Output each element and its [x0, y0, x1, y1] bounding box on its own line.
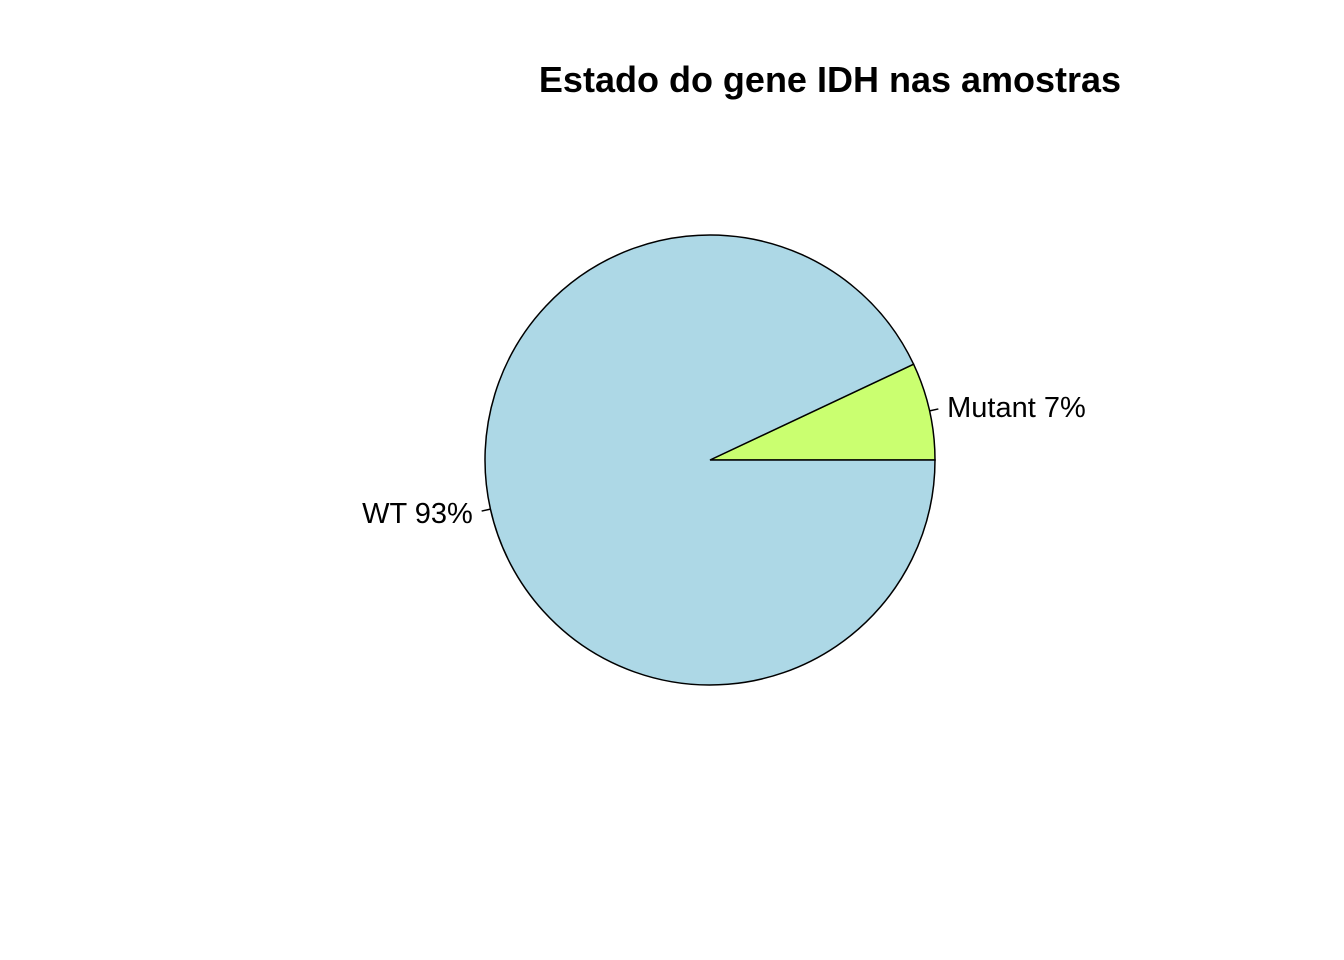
pie-labels: Mutant 7% WT 93%: [362, 392, 1086, 530]
leader-line-wt: [481, 508, 491, 512]
leader-line-mutant: [929, 408, 939, 412]
pie-slices: [484, 234, 936, 686]
chart-title: Estado do gene IDH nas amostras: [539, 59, 1121, 100]
pie-slice-wt: [484, 234, 936, 686]
slice-label-mutant: Mutant 7%: [947, 392, 1086, 424]
pie-leader-lines: [481, 408, 939, 512]
slice-label-wt: WT 93%: [362, 498, 473, 530]
